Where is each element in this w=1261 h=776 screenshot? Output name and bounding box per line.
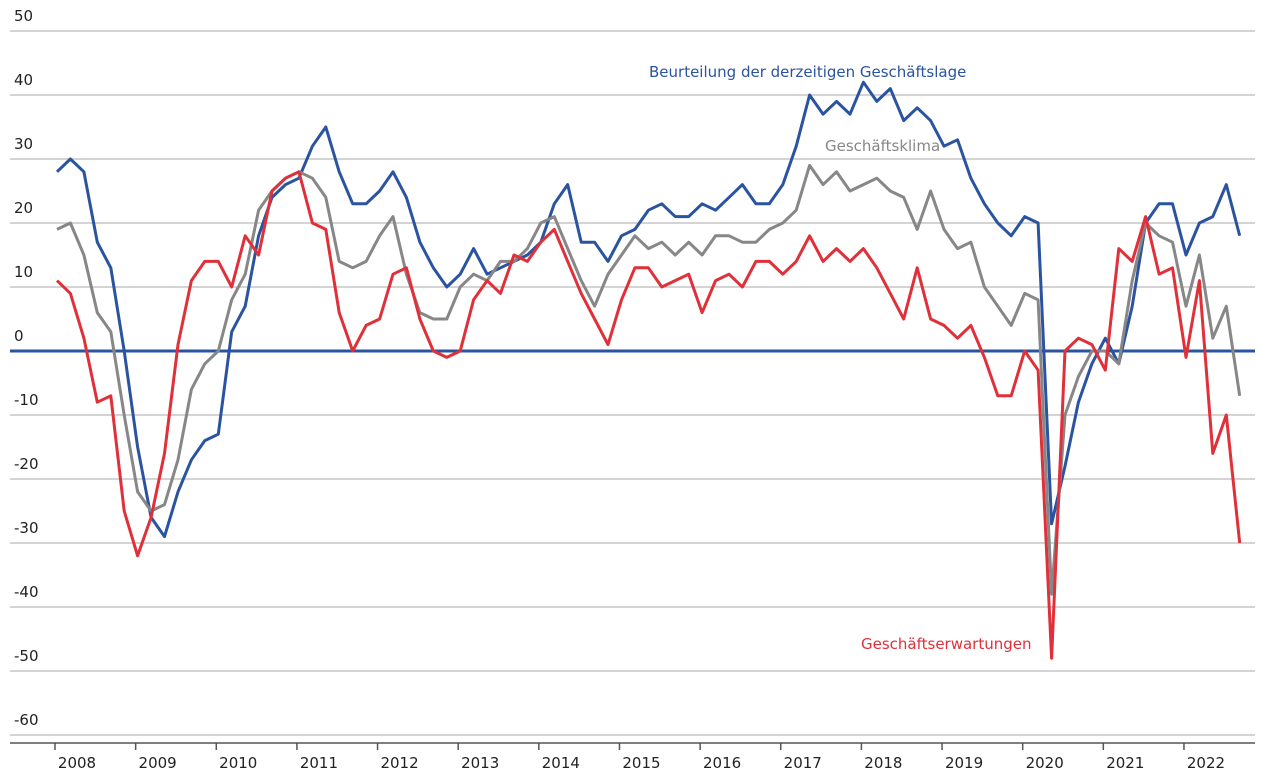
series-line bbox=[55, 170, 1242, 660]
y-tick-label: -10 bbox=[14, 391, 39, 409]
x-tick-label: 2016 bbox=[703, 754, 741, 772]
x-tick-label: 2011 bbox=[300, 754, 338, 772]
x-tick-label: 2015 bbox=[622, 754, 660, 772]
y-tick-label: -30 bbox=[14, 519, 39, 537]
x-tick-label: 2021 bbox=[1106, 754, 1144, 772]
x-tick-label: 2012 bbox=[380, 754, 418, 772]
x-tick-label: 2020 bbox=[1026, 754, 1064, 772]
series-label: Geschäftsklima bbox=[825, 137, 940, 155]
x-tick-label: 2013 bbox=[461, 754, 499, 772]
y-tick-label: 20 bbox=[14, 199, 33, 217]
series-label: Geschäftserwartungen bbox=[861, 635, 1032, 653]
x-tick-label: 2022 bbox=[1187, 754, 1225, 772]
y-tick-label: -20 bbox=[14, 455, 39, 473]
x-tick-label: 2018 bbox=[864, 754, 902, 772]
y-tick-label: 40 bbox=[14, 71, 33, 89]
y-tick-label: -60 bbox=[14, 711, 39, 729]
series-line bbox=[55, 80, 1242, 539]
x-tick-label: 2008 bbox=[58, 754, 96, 772]
x-tick-label: 2017 bbox=[784, 754, 822, 772]
y-tick-label: -50 bbox=[14, 647, 39, 665]
y-tick-label: -40 bbox=[14, 583, 39, 601]
x-tick-label: 2009 bbox=[139, 754, 177, 772]
series-line bbox=[56, 163, 1242, 596]
y-tick-label: 0 bbox=[14, 327, 24, 345]
y-tick-label: 50 bbox=[14, 7, 33, 25]
series-label: Beurteilung der derzeitigen Geschäftslag… bbox=[649, 63, 966, 81]
x-tick-label: 2010 bbox=[219, 754, 257, 772]
x-tick-label: 2014 bbox=[542, 754, 580, 772]
y-tick-label: 30 bbox=[14, 135, 33, 153]
x-tick-label: 2019 bbox=[945, 754, 983, 772]
y-tick-label: 10 bbox=[14, 263, 33, 281]
